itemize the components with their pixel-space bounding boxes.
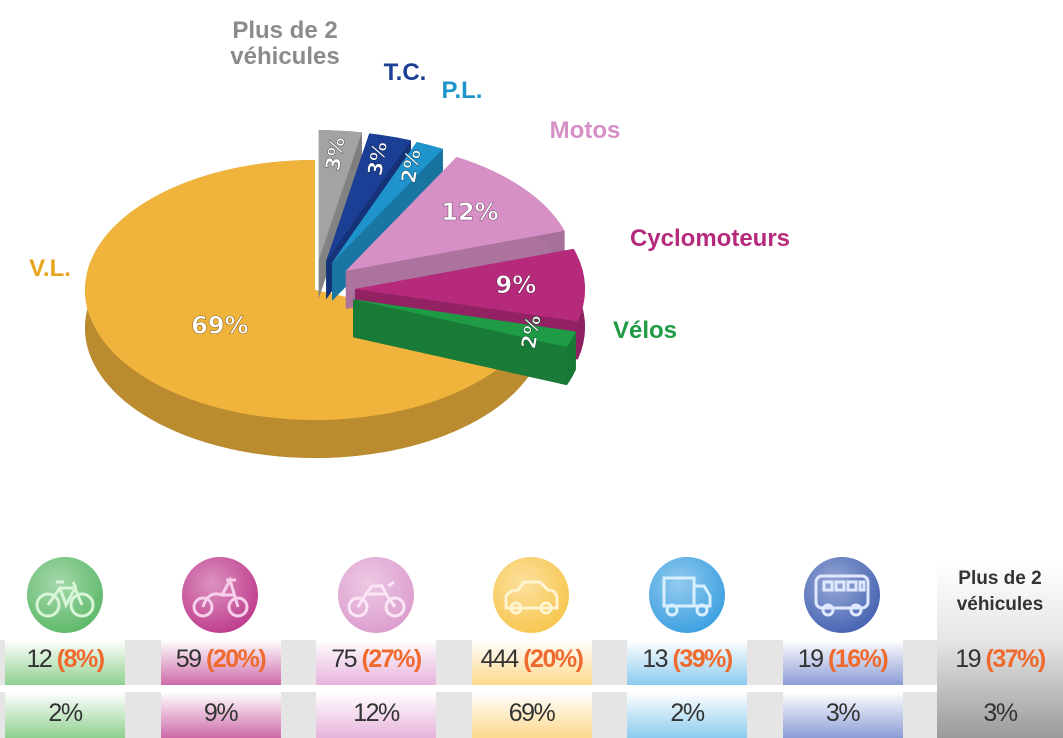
- value-label: 9%: [496, 271, 537, 299]
- share-cell: 3%: [825, 699, 861, 727]
- rate: (37%): [985, 645, 1047, 673]
- column-cell: [316, 640, 436, 685]
- column-cell: [627, 692, 747, 738]
- category-label: P.L.: [441, 77, 483, 104]
- rate: (27%): [361, 645, 423, 673]
- category-label: Plus de 2 véhicules: [230, 17, 340, 70]
- slice-side: [566, 331, 576, 386]
- column-header: Plus de 2 véhicules: [956, 568, 1044, 615]
- count: 19: [955, 645, 981, 673]
- count-cell: 75 (27%): [316, 645, 436, 674]
- value-label: 2%: [396, 147, 426, 185]
- car-icon: [493, 557, 569, 633]
- column-background: [937, 560, 1063, 738]
- category-label: Cyclomoteurs: [629, 225, 791, 252]
- category-label: Motos: [549, 117, 621, 144]
- share-cell: 9%: [203, 699, 239, 727]
- slice: [353, 299, 576, 386]
- icons: [27, 557, 880, 633]
- slice-top: [345, 156, 565, 271]
- category-label: T.C.: [383, 59, 427, 86]
- bus-icon: [804, 557, 880, 633]
- slice-top: [318, 130, 362, 261]
- column-cell: [471, 640, 592, 685]
- category-label: Vélos: [612, 317, 678, 344]
- rate: (16%): [828, 645, 889, 673]
- category-label: V.L.: [29, 255, 71, 282]
- count-cell: 12 (8%): [5, 645, 125, 674]
- count: 59: [175, 645, 202, 673]
- column-cell: [627, 640, 747, 685]
- count-cell: 59 (20%): [161, 645, 281, 674]
- slice-top: [332, 141, 443, 263]
- column-cell: [316, 692, 436, 738]
- count-cell: 19 (16%): [783, 645, 903, 674]
- truck-icon: [649, 557, 725, 633]
- slice-top: [353, 299, 576, 348]
- count-cell: 19 (37%): [937, 645, 1063, 674]
- share-cell: 12%: [353, 699, 400, 727]
- slice-top: [84, 160, 529, 420]
- moped-icon: [182, 557, 258, 633]
- slice-top: [326, 133, 411, 262]
- count: 12: [26, 645, 52, 673]
- column-cell: [160, 692, 281, 738]
- value-label: 12%: [441, 198, 498, 226]
- column-cell: [782, 692, 903, 738]
- rate: (20%): [206, 645, 267, 673]
- rate: (20%): [523, 645, 584, 673]
- count-cell: 13 (39%): [627, 645, 747, 674]
- bike-icon: [27, 557, 103, 633]
- column-cell: [5, 692, 125, 738]
- column-cell: [471, 692, 592, 738]
- moto-icon: [338, 557, 414, 633]
- column-cell: [160, 640, 281, 685]
- value-label: 69%: [191, 312, 248, 340]
- count: 13: [642, 645, 668, 673]
- pie-chart: 69%3% 3% 2%12%9%2%: [84, 130, 585, 458]
- slice-top: [354, 248, 585, 322]
- share-cell: 2%: [48, 699, 83, 727]
- slice-side: [353, 299, 567, 386]
- count-cell: 444 (20%): [472, 645, 592, 674]
- share-cell: 3%: [983, 699, 1018, 727]
- column-cell: [782, 640, 903, 685]
- rate: (8%): [56, 645, 105, 673]
- count: 444: [480, 645, 520, 673]
- rate: (39%): [672, 645, 734, 673]
- share-cell: 69%: [508, 699, 556, 727]
- share-cell: 2%: [670, 699, 705, 727]
- column-cell: [5, 640, 125, 685]
- count: 75: [331, 645, 357, 673]
- count: 19: [797, 645, 824, 673]
- row-separator: [0, 685, 1063, 692]
